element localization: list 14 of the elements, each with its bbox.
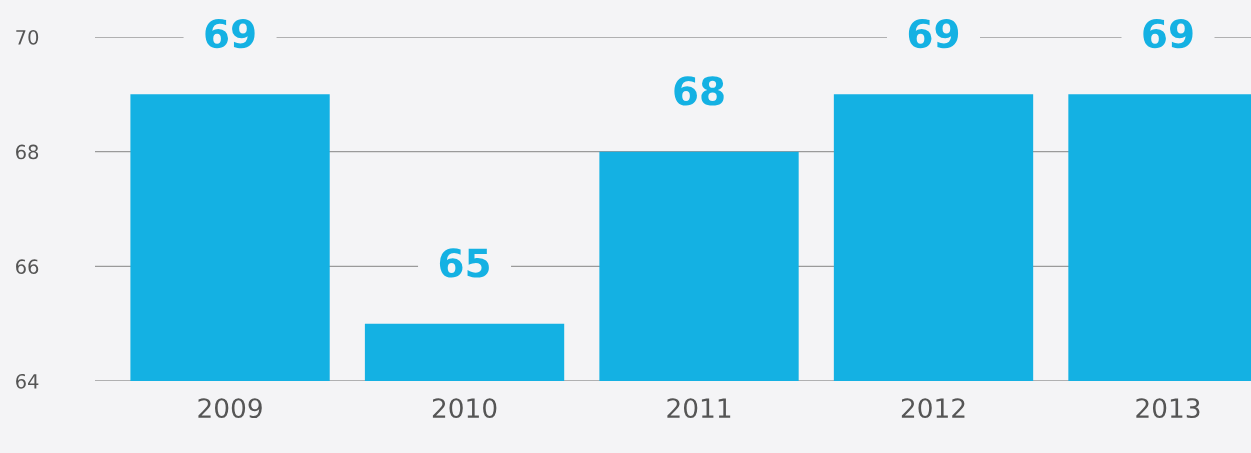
- x-tick-label: 2013: [1136, 398, 1200, 419]
- y-tick-label: 66: [16, 259, 39, 274]
- data-label: 69: [908, 18, 959, 49]
- data-label: 69: [205, 18, 255, 49]
- x-tick-label: 2012: [901, 398, 965, 419]
- data-label: 65: [439, 248, 489, 278]
- x-tick-label: 2009: [198, 398, 262, 419]
- data-label: 69: [1143, 18, 1193, 49]
- y-tick-label: 70: [16, 29, 39, 45]
- x-tick-label: 2010: [432, 398, 497, 419]
- data-label: 68: [674, 76, 724, 106]
- x-tick-label: 2011: [667, 398, 731, 419]
- y-tick-label: 64: [16, 373, 39, 389]
- y-tick-label: 68: [16, 144, 39, 160]
